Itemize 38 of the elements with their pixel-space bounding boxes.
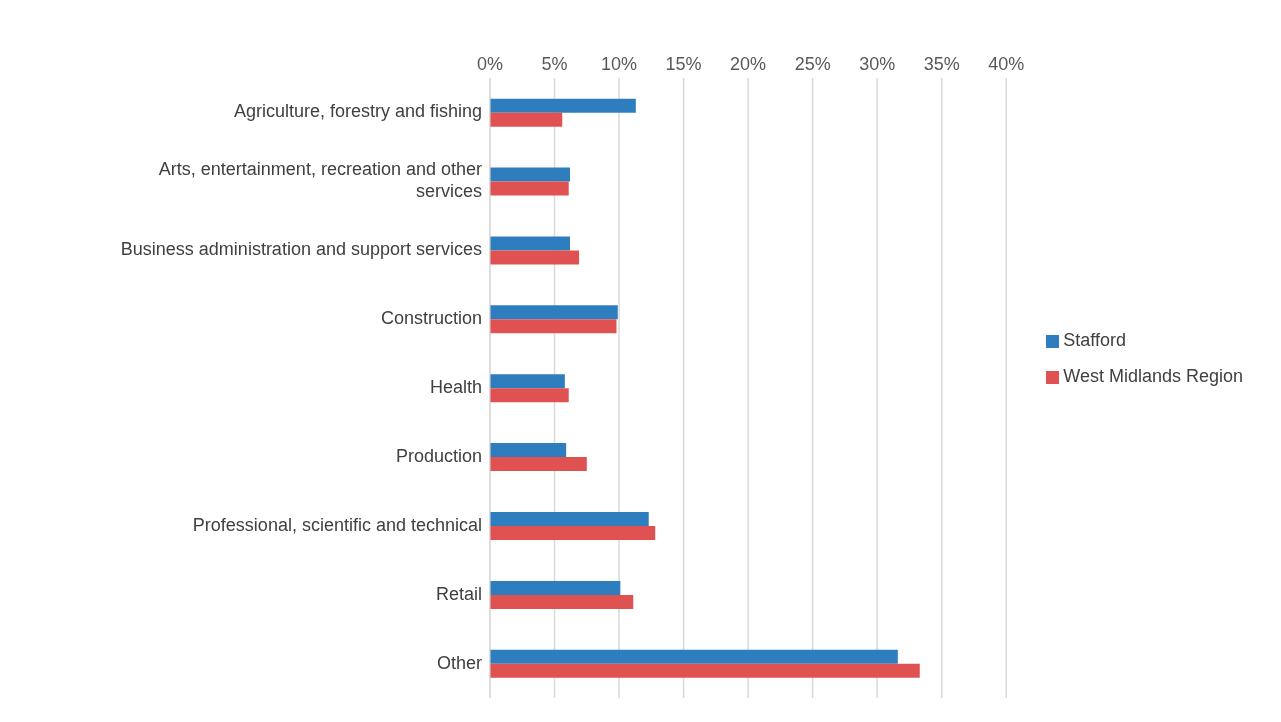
y-tick-label: Agriculture, forestry and fishing bbox=[233, 101, 482, 122]
bar bbox=[490, 649, 898, 664]
bar bbox=[490, 319, 617, 334]
x-tick-label: 15% bbox=[665, 54, 702, 74]
bar bbox=[490, 236, 571, 251]
x-tick-label: 35% bbox=[923, 54, 960, 74]
y-tick-label: Production bbox=[395, 445, 482, 466]
y-tick-label: Professional, scientific and technical bbox=[192, 514, 482, 535]
legend-label: Stafford bbox=[1063, 330, 1126, 350]
y-tick-label: Arts, entertainment, recreation and other services bbox=[158, 159, 482, 202]
y-tick-label: Health bbox=[429, 376, 482, 397]
bar bbox=[490, 580, 621, 595]
bar bbox=[490, 98, 636, 113]
bar bbox=[490, 250, 580, 265]
y-tick-label: Business administration and support services bbox=[120, 238, 482, 259]
bar bbox=[490, 526, 656, 540]
x-tick-label: 40% bbox=[988, 54, 1025, 74]
x-tick-label: 25% bbox=[794, 54, 831, 74]
y-tick-label: Other bbox=[436, 652, 482, 673]
legend-label: West Midlands Region bbox=[1063, 366, 1243, 386]
x-tick-label: 0% bbox=[476, 54, 504, 74]
bar bbox=[490, 305, 618, 320]
bar bbox=[490, 112, 563, 127]
bar bbox=[490, 594, 634, 609]
y-tick-label: Retail bbox=[435, 583, 482, 604]
bar bbox=[490, 663, 920, 678]
bar bbox=[490, 457, 587, 472]
bar bbox=[490, 374, 565, 389]
bar bbox=[490, 181, 569, 196]
bar bbox=[490, 388, 569, 403]
x-tick-label: 30% bbox=[859, 54, 896, 74]
bar bbox=[490, 167, 571, 182]
x-tick-label: 5% bbox=[541, 54, 568, 74]
x-tick-label: 20% bbox=[730, 54, 767, 74]
y-tick-label: Construction bbox=[380, 307, 482, 328]
x-tick-label: 10% bbox=[601, 54, 638, 74]
bar bbox=[490, 443, 567, 458]
bar bbox=[490, 512, 649, 526]
